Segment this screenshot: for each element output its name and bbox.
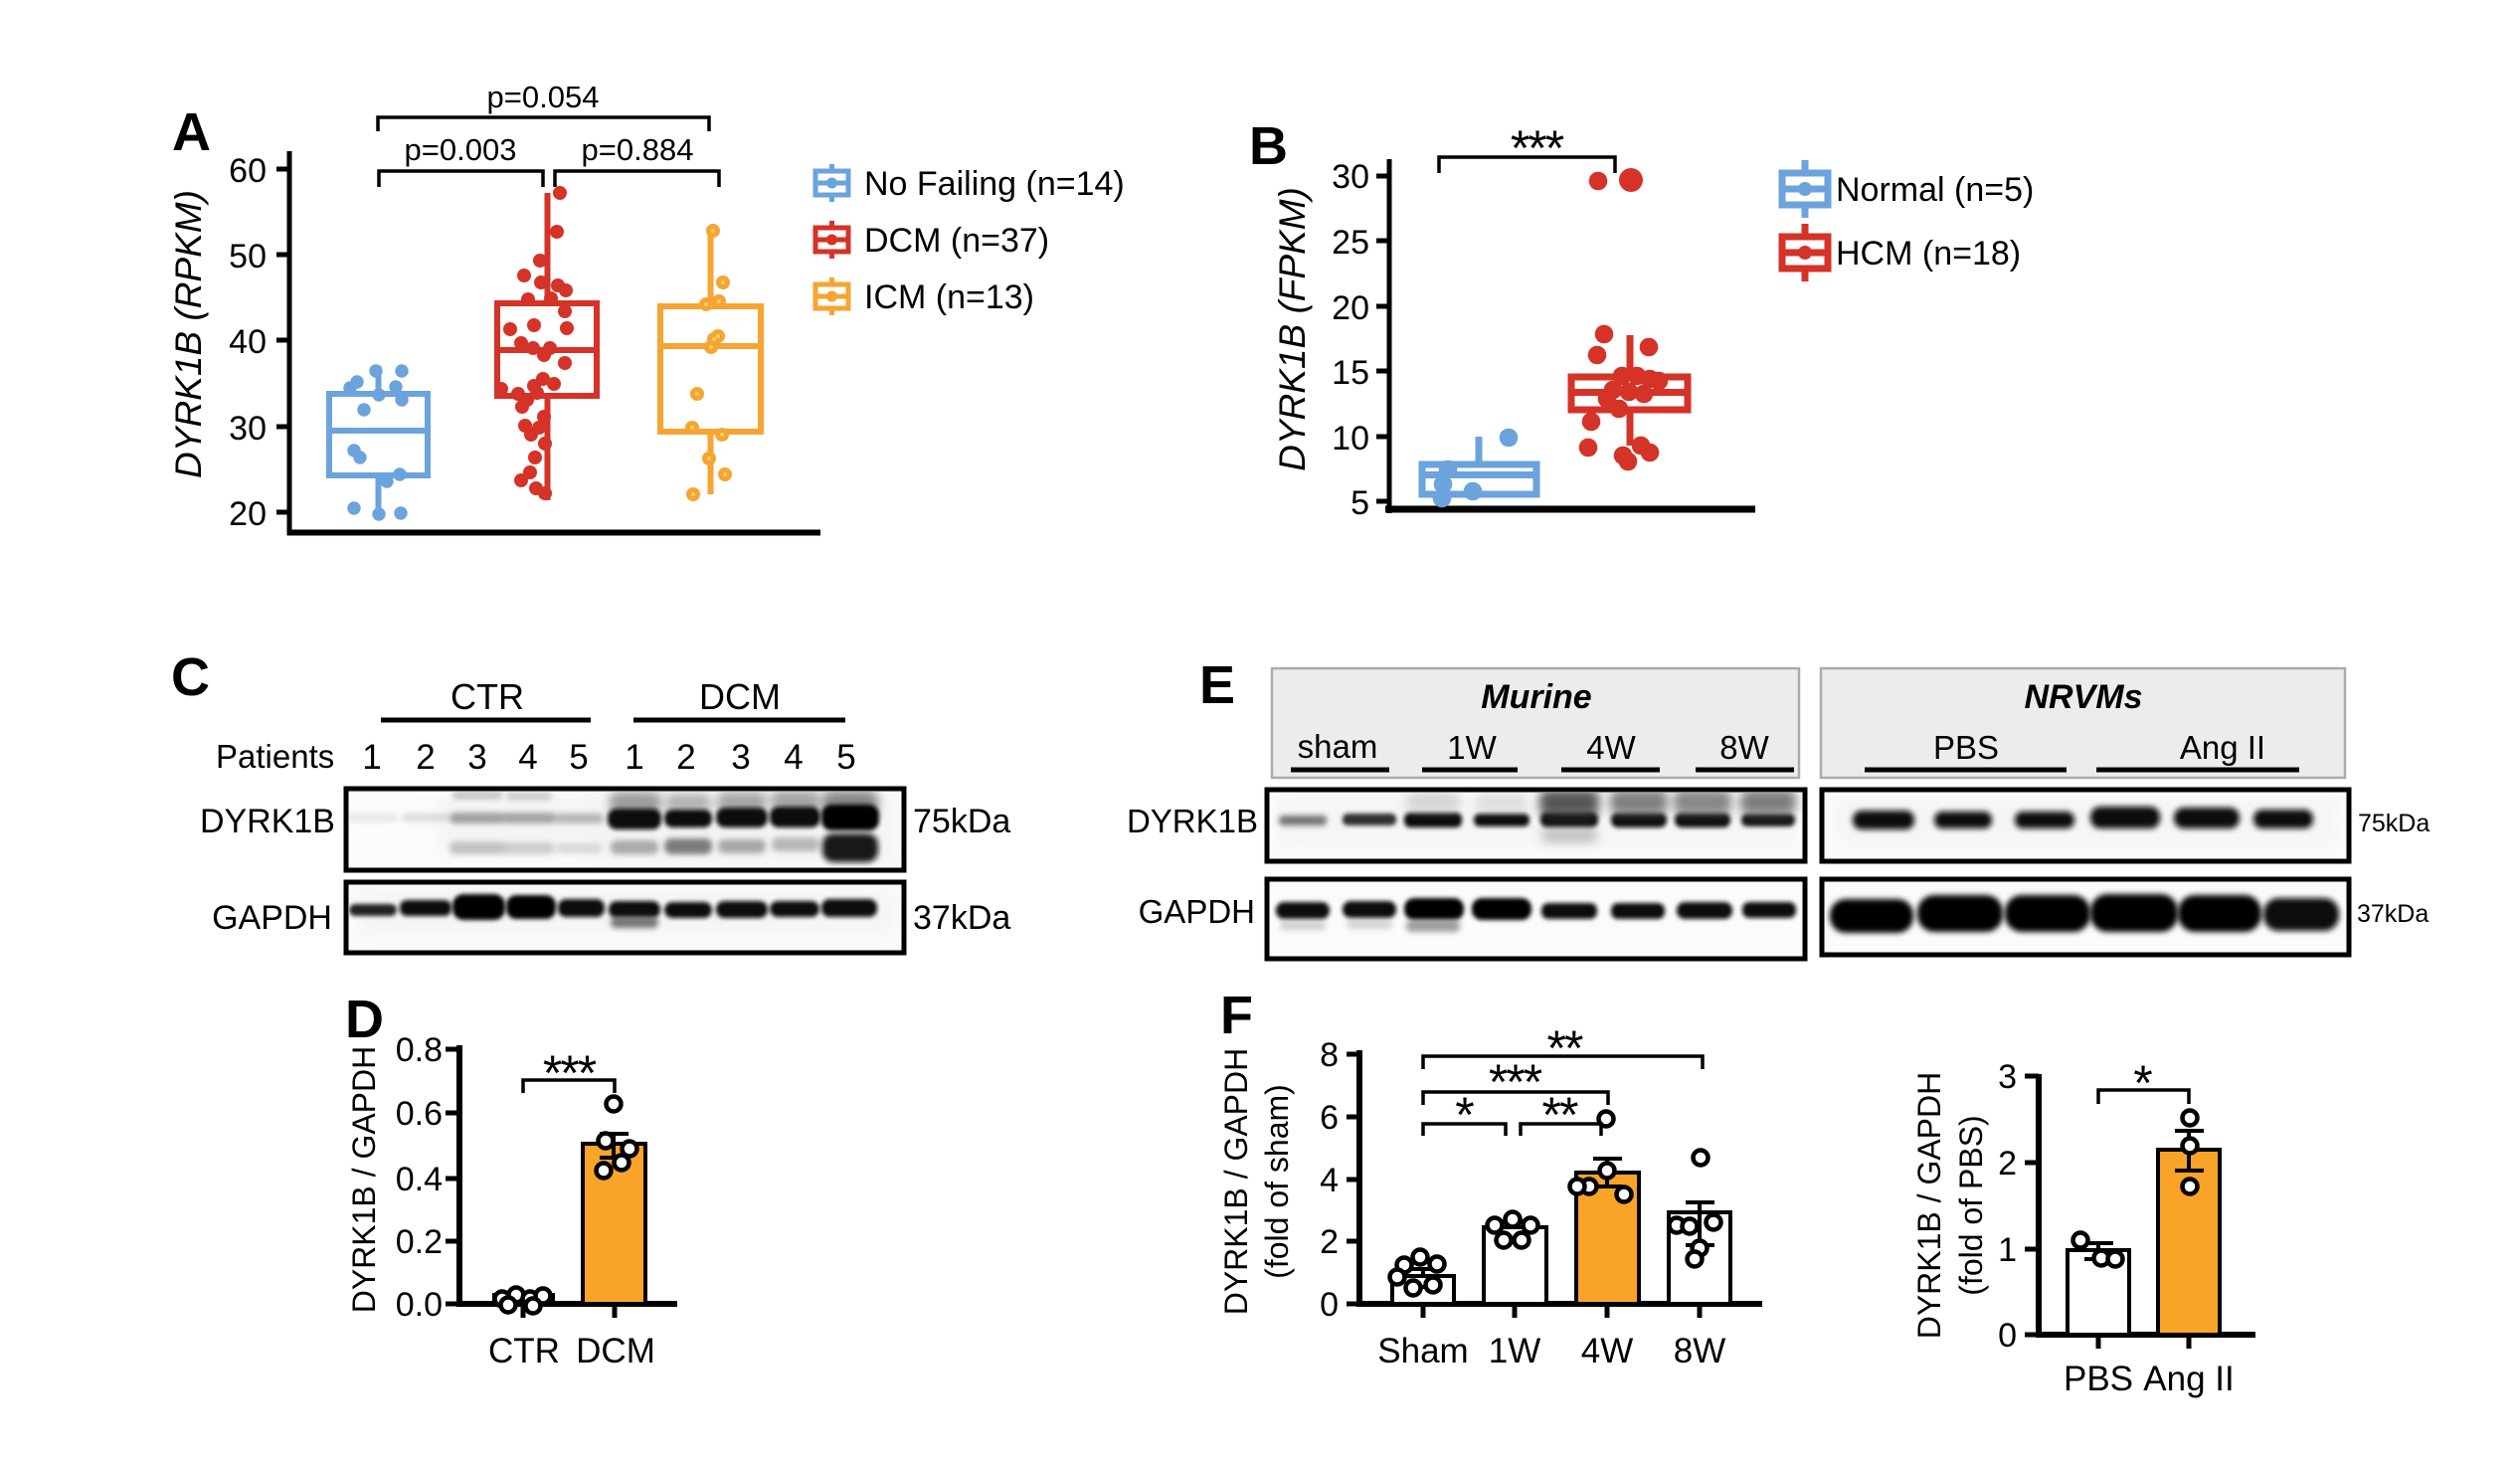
- svg-text:10: 10: [1332, 420, 1369, 457]
- svg-text:ICM (n=13): ICM (n=13): [864, 278, 1034, 316]
- svg-text:DYRK1B / GAPDH: DYRK1B / GAPDH: [1911, 1072, 1947, 1340]
- svg-text:20: 20: [1332, 289, 1369, 327]
- svg-text:8: 8: [1320, 1036, 1339, 1074]
- svg-text:2: 2: [676, 738, 695, 777]
- svg-text:p=0.003: p=0.003: [405, 132, 517, 167]
- svg-text:***: ***: [1489, 1054, 1542, 1110]
- svg-text:DYRK1B / GAPDH: DYRK1B / GAPDH: [1218, 1048, 1254, 1316]
- svg-text:1: 1: [1998, 1231, 2017, 1269]
- svg-text:Normal (n=5): Normal (n=5): [1836, 171, 2034, 209]
- svg-text:37kDa: 37kDa: [2357, 900, 2429, 928]
- svg-text:sham: sham: [1298, 728, 1378, 765]
- svg-text:DYRK1B / GAPDH: DYRK1B / GAPDH: [346, 1046, 382, 1314]
- svg-text:GAPDH: GAPDH: [1139, 893, 1255, 930]
- svg-text:**: **: [1542, 1087, 1578, 1143]
- svg-text:0: 0: [1320, 1286, 1339, 1324]
- svg-text:GAPDH: GAPDH: [212, 899, 332, 937]
- svg-text:DCM: DCM: [576, 1332, 655, 1370]
- svg-text:50: 50: [229, 238, 267, 275]
- svg-text:30: 30: [1332, 158, 1369, 196]
- svg-text:2: 2: [416, 738, 435, 777]
- svg-text:Ang II: Ang II: [2143, 1360, 2234, 1398]
- svg-text:DCM (n=37): DCM (n=37): [864, 222, 1049, 260]
- svg-text:40: 40: [229, 323, 267, 361]
- svg-text:B: B: [1249, 116, 1288, 176]
- svg-text:20: 20: [229, 495, 267, 533]
- svg-text:4: 4: [784, 738, 803, 777]
- svg-text:DCM: DCM: [699, 676, 781, 717]
- svg-text:Murine: Murine: [1481, 678, 1591, 716]
- svg-text:(fold of sham): (fold of sham): [1259, 1084, 1295, 1279]
- svg-text:8W: 8W: [1674, 1332, 1726, 1370]
- svg-text:4: 4: [518, 738, 537, 777]
- svg-text:0.0: 0.0: [396, 1286, 443, 1324]
- svg-text:3: 3: [1998, 1058, 2017, 1096]
- svg-text:No Failing (n=14): No Failing (n=14): [864, 165, 1125, 203]
- svg-text:1W: 1W: [1447, 729, 1497, 766]
- svg-text:0.2: 0.2: [396, 1223, 443, 1261]
- svg-text:DYRK1B: DYRK1B: [1127, 803, 1258, 839]
- svg-text:PBS: PBS: [2064, 1360, 2133, 1398]
- svg-text:37kDa: 37kDa: [913, 899, 1010, 937]
- svg-text:3: 3: [467, 738, 486, 777]
- svg-text:***: ***: [1511, 120, 1564, 176]
- svg-text:0.4: 0.4: [396, 1161, 443, 1198]
- svg-text:*: *: [2133, 1055, 2152, 1111]
- svg-text:**: **: [1547, 1020, 1583, 1076]
- svg-text:***: ***: [543, 1045, 597, 1101]
- svg-text:C: C: [171, 647, 210, 707]
- svg-text:3: 3: [731, 738, 750, 777]
- svg-text:F: F: [1220, 986, 1253, 1045]
- svg-text:DYRK1B (RPKM): DYRK1B (RPKM): [168, 190, 209, 478]
- svg-text:CTR: CTR: [488, 1332, 560, 1370]
- svg-text:5: 5: [836, 738, 855, 777]
- svg-text:6: 6: [1320, 1099, 1339, 1137]
- svg-text:75kDa: 75kDa: [913, 803, 1010, 840]
- svg-text:75kDa: 75kDa: [2358, 810, 2430, 837]
- svg-text:25: 25: [1332, 224, 1369, 262]
- svg-text:4W: 4W: [1581, 1332, 1634, 1370]
- svg-text:0.6: 0.6: [396, 1095, 443, 1133]
- svg-text:4: 4: [1320, 1162, 1339, 1199]
- svg-text:1: 1: [362, 738, 381, 777]
- svg-text:2: 2: [1320, 1223, 1339, 1261]
- svg-text:8W: 8W: [1719, 729, 1769, 766]
- svg-text:1W: 1W: [1489, 1332, 1541, 1370]
- svg-text:0: 0: [1998, 1317, 2017, 1355]
- svg-text:2: 2: [1998, 1145, 2017, 1183]
- svg-text:Patients: Patients: [216, 738, 334, 775]
- svg-text:30: 30: [229, 410, 267, 448]
- svg-text:Ang II: Ang II: [2180, 729, 2265, 766]
- svg-text:1: 1: [625, 738, 643, 777]
- svg-text:4W: 4W: [1586, 729, 1636, 766]
- svg-text:60: 60: [229, 152, 267, 190]
- svg-text:PBS: PBS: [1933, 729, 1999, 766]
- svg-text:(fold of PBS): (fold of PBS): [1953, 1115, 1989, 1295]
- svg-text:5: 5: [1350, 484, 1369, 522]
- svg-text:p=0.054: p=0.054: [487, 80, 600, 114]
- svg-text:*: *: [1455, 1087, 1474, 1143]
- svg-text:D: D: [345, 990, 384, 1049]
- svg-text:p=0.884: p=0.884: [582, 132, 694, 167]
- svg-text:NRVMs: NRVMs: [2024, 678, 2142, 716]
- svg-text:CTR: CTR: [450, 676, 524, 717]
- svg-text:5: 5: [569, 738, 588, 777]
- svg-text:Sham: Sham: [1377, 1332, 1468, 1370]
- svg-text:DYRK1B (FPKM): DYRK1B (FPKM): [1272, 187, 1313, 471]
- svg-text:HCM (n=18): HCM (n=18): [1836, 235, 2021, 273]
- svg-text:15: 15: [1332, 354, 1369, 392]
- svg-text:DYRK1B: DYRK1B: [200, 803, 335, 840]
- svg-text:A: A: [172, 102, 211, 162]
- svg-text:0.8: 0.8: [396, 1031, 443, 1069]
- svg-text:E: E: [1199, 655, 1235, 715]
